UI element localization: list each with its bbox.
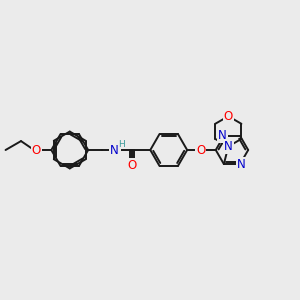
Text: O: O: [127, 159, 136, 172]
Text: N: N: [237, 158, 246, 170]
Text: H: H: [118, 140, 125, 149]
Text: N: N: [110, 143, 119, 157]
Text: N: N: [224, 140, 233, 153]
Text: H: H: [112, 145, 120, 155]
Text: O: O: [196, 143, 205, 157]
Text: N: N: [218, 130, 227, 142]
Text: O: O: [32, 143, 41, 157]
Text: O: O: [224, 110, 233, 123]
